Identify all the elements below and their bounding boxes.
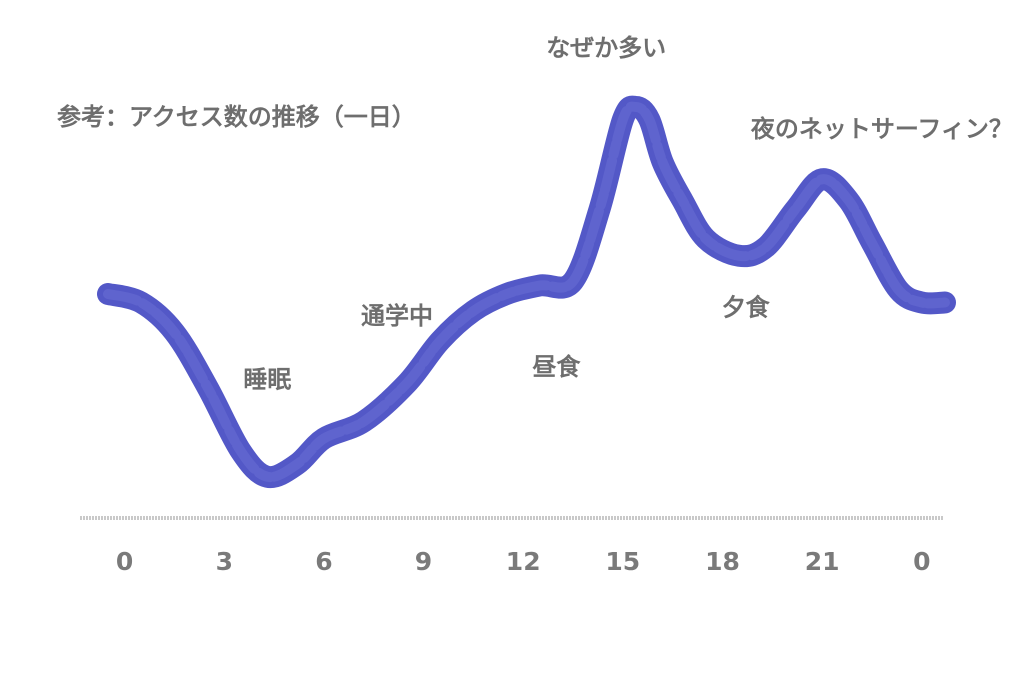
x-tick-labels: 0 3 6 9 12 15 18 21 0 <box>116 547 931 576</box>
x-tick-label: 15 <box>605 547 640 576</box>
series-group <box>97 95 956 489</box>
chart-title: 参考：アクセス数の推移（一日） <box>57 103 416 131</box>
x-tick-label: 12 <box>506 547 541 576</box>
annotation-label: 夜のネットサーフィン？ <box>750 115 1013 143</box>
x-tick-label: 6 <box>315 547 332 576</box>
x-tick-label: 0 <box>116 547 133 576</box>
annotation-label: 昼食 <box>532 353 581 381</box>
annotation-label: 睡眠 <box>243 366 291 394</box>
x-tick-label: 18 <box>705 547 740 576</box>
series-line-0 <box>97 95 956 489</box>
annotation-label: 通学中 <box>361 302 433 330</box>
annotation-label: 夕食 <box>722 293 771 321</box>
series-line-texture-0 <box>103 101 950 483</box>
x-tick-label: 0 <box>913 547 930 576</box>
x-tick-label: 3 <box>216 547 233 576</box>
x-tick-label: 21 <box>805 547 840 576</box>
annotation-label: なぜか多い <box>546 34 666 62</box>
x-tick-label: 9 <box>415 547 432 576</box>
